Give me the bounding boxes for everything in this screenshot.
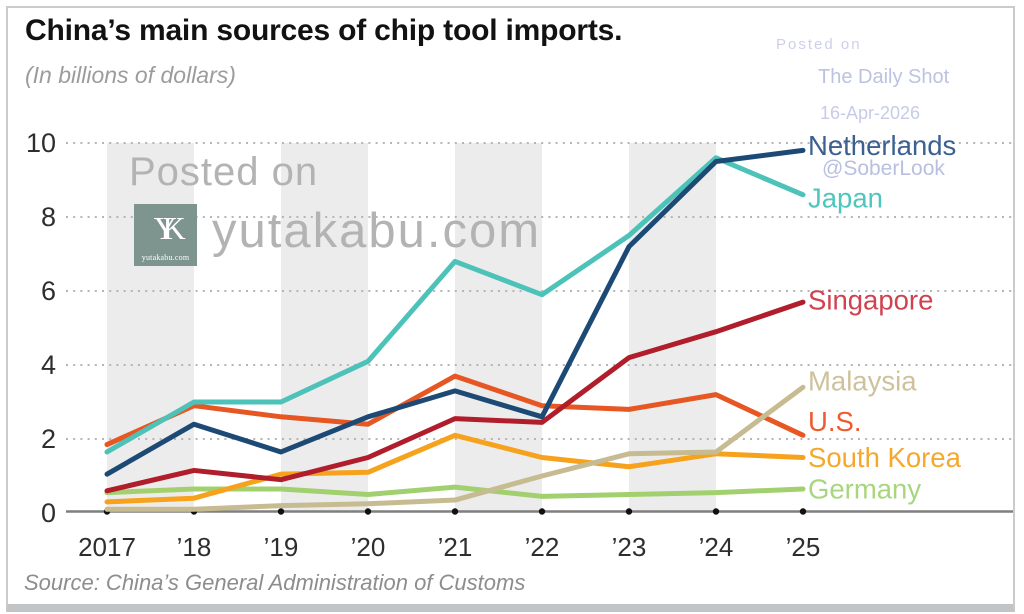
y-axis-label: 8 — [41, 202, 56, 232]
series-label-u-s: U.S. — [808, 406, 861, 437]
series-line-south-korea — [104, 432, 806, 505]
x-axis-label: ’21 — [438, 532, 473, 562]
chart-subtitle: (In billions of dollars) — [25, 62, 236, 88]
x-axis-label: ’20 — [351, 532, 386, 562]
series-label-malaysia: Malaysia — [808, 366, 917, 397]
watermark-tr-publication: The Daily Shot — [818, 66, 950, 88]
axis-tick-dot — [364, 508, 372, 515]
logo-monogram: YK — [153, 210, 186, 246]
y-axis-label: 10 — [26, 128, 56, 158]
axis-tick-dot — [799, 508, 807, 515]
x-axis-label: ’22 — [525, 532, 560, 562]
series-label-japan: Japan — [808, 182, 883, 213]
chart-title: China’s main sources of chip tool import… — [25, 14, 623, 47]
watermark-tr-handle: @SoberLook — [822, 157, 945, 180]
y-axis-label: 6 — [41, 276, 56, 306]
watermark-site-text: yutakabu.com — [212, 204, 542, 258]
background-band — [455, 143, 542, 511]
axis-tick-dot — [451, 508, 459, 515]
background-band — [281, 143, 368, 511]
x-axis-label: ’19 — [264, 532, 299, 562]
series-line-japan — [104, 155, 806, 455]
watermark-tr-posted-on: Posted on — [776, 36, 862, 53]
logo-caption: yutakabu.com — [141, 253, 190, 262]
watermark-tr-date: 16-Apr-2026 — [820, 103, 921, 123]
x-axis-label: ’23 — [612, 532, 647, 562]
source-note: Source: China’s General Administration o… — [24, 570, 526, 595]
axis-tick-dot — [712, 508, 720, 515]
x-axis-label: 2017 — [78, 532, 136, 562]
background-band — [107, 143, 194, 511]
series-label-germany: Germany — [808, 473, 921, 504]
x-axis-label: ’24 — [699, 532, 734, 562]
series-line-malaysia — [104, 384, 806, 512]
series-line-netherlands — [104, 147, 806, 477]
axis-tick-dot — [625, 508, 633, 515]
series-label-south-korea: South Korea — [808, 442, 962, 473]
axis-tick-dot — [538, 508, 546, 515]
x-axis-label: ’18 — [177, 532, 212, 562]
series-label-singapore: Singapore — [808, 285, 933, 316]
yutakabu-logo: YK yutakabu.com — [134, 204, 197, 266]
y-axis-label: 4 — [41, 350, 56, 380]
y-axis-label: 2 — [41, 424, 56, 454]
y-axis-label: 0 — [41, 498, 56, 528]
series-label-netherlands: Netherlands — [808, 130, 956, 161]
series-line-u-s — [104, 373, 806, 448]
watermark-posted-on-text: Posted on — [129, 150, 319, 194]
series-line-singapore — [104, 299, 806, 494]
x-axis-label: ’25 — [786, 532, 821, 562]
axis-tick-dot — [277, 508, 285, 515]
